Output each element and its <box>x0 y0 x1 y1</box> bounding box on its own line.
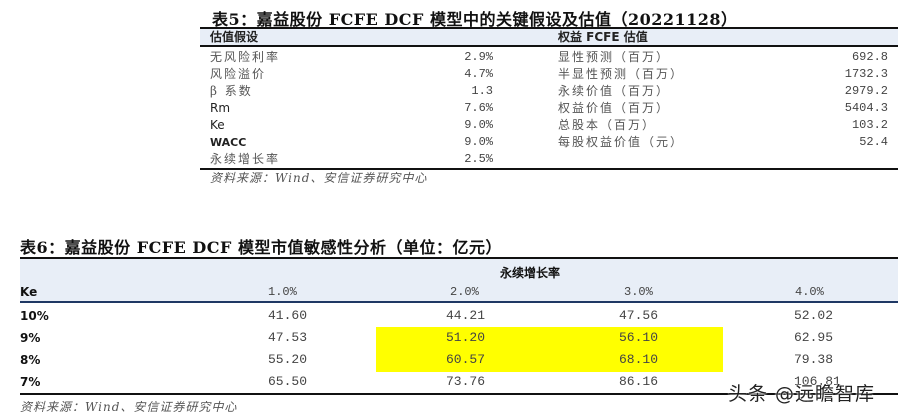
assumption-value: 9.0% <box>464 118 493 132</box>
table-row: WACC 9.0% 每股权益价值（元） 52.4 <box>200 134 898 151</box>
table-row: β 系数 1.3 永续价值（百万） 2979.2 <box>200 83 898 100</box>
assumption-value: 4.7% <box>464 67 493 81</box>
valuation-value: 2979.2 <box>844 84 888 98</box>
cell-value: 86.16 <box>619 374 659 389</box>
table5-header-assumptions: 估值假设 <box>210 30 259 44</box>
table-row: Ke 9.0% 总股本（百万） 103.2 <box>200 117 898 134</box>
table-row: 10% 41.60 44.21 47.56 52.02 <box>20 305 898 327</box>
cell-value: 41.60 <box>268 308 308 323</box>
assumption-value: 9.0% <box>464 135 493 149</box>
table6-header: 永续增长率 Ke 1.0% 2.0% 3.0% 4.0% <box>20 257 898 303</box>
assumption-label: Rm <box>210 101 231 115</box>
table6-body: 10% 41.60 44.21 47.56 52.02 9% 47.53 51.… <box>20 303 898 395</box>
ke-label: 10% <box>20 309 49 323</box>
assumption-label: 风险溢价 <box>210 67 267 81</box>
column-header: 3.0% <box>624 285 653 299</box>
table5-header-valuation: 权益 FCFE 估值 <box>558 30 648 44</box>
table6-title: 表6：嘉益股份 FCFE DCF 模型市值敏感性分析（单位：亿元） <box>20 238 502 257</box>
table-row: 8% 55.20 60.57 68.10 79.38 <box>20 349 898 371</box>
cell-value: 44.21 <box>446 308 486 323</box>
column-header: 4.0% <box>795 285 824 299</box>
assumption-label: Ke <box>210 118 225 132</box>
cell-value: 51.20 <box>446 330 486 345</box>
cell-value: 47.56 <box>619 308 659 323</box>
valuation-label: 权益价值（百万） <box>558 101 671 115</box>
cell-value: 65.50 <box>268 374 308 389</box>
table5: 估值假设 权益 FCFE 估值 无风险利率 2.9% 显性预测（百万） 692.… <box>200 27 898 170</box>
ke-label: 7% <box>20 375 41 389</box>
cell-value: 47.53 <box>268 330 308 345</box>
valuation-value: 692.8 <box>851 50 888 64</box>
valuation-label: 半显性预测（百万） <box>558 67 685 81</box>
table-row: 7% 65.50 73.76 86.16 106.81 <box>20 371 898 393</box>
cell-value: 62.95 <box>794 330 834 345</box>
valuation-label: 永续价值（百万） <box>558 84 671 98</box>
valuation-value: 103.2 <box>851 118 888 132</box>
table-row: Rm 7.6% 权益价值（百万） 5404.3 <box>200 100 898 117</box>
assumption-label: 无风险利率 <box>210 50 281 64</box>
cell-value: 73.76 <box>446 374 486 389</box>
row-header-ke: Ke <box>20 285 38 299</box>
cell-value: 106.81 <box>794 374 841 389</box>
table5-header: 估值假设 权益 FCFE 估值 <box>200 27 898 47</box>
valuation-label: 总股本（百万） <box>558 118 657 132</box>
cell-value: 55.20 <box>268 352 308 367</box>
table-row: 9% 47.53 51.20 56.10 62.95 <box>20 327 898 349</box>
assumption-label: 永续增长率 <box>210 152 281 166</box>
assumption-label: β 系数 <box>210 84 253 98</box>
assumption-value: 2.9% <box>464 50 493 64</box>
valuation-value: 1732.3 <box>844 67 888 81</box>
assumption-value: 7.6% <box>464 101 493 115</box>
cell-value: 52.02 <box>794 308 834 323</box>
table-row: 无风险利率 2.9% 显性预测（百万） 692.8 <box>200 49 898 66</box>
table-row: 永续增长率 2.5% <box>200 151 898 168</box>
assumption-value: 2.5% <box>464 152 493 166</box>
table6-source: 资料来源：Wind、安信证券研究中心 <box>20 400 238 414</box>
column-header: 2.0% <box>450 285 479 299</box>
cell-value: 79.38 <box>794 352 834 367</box>
watermark: 头条 @远瞻智库 <box>728 383 876 405</box>
table6: 永续增长率 Ke 1.0% 2.0% 3.0% 4.0% 10% 41.60 4… <box>20 257 898 395</box>
ke-label: 9% <box>20 331 41 345</box>
highlight-region <box>376 327 723 372</box>
table5-body: 无风险利率 2.9% 显性预测（百万） 692.8 风险溢价 4.7% 半显性预… <box>200 47 898 170</box>
valuation-value: 5404.3 <box>844 101 888 115</box>
valuation-label: 显性预测（百万） <box>558 50 671 64</box>
table5-title: 表5：嘉益股份 FCFE DCF 模型中的关键假设及估值（20221128） <box>212 10 738 29</box>
cell-value: 56.10 <box>619 330 659 345</box>
valuation-value: 52.4 <box>859 135 888 149</box>
table5-source: 资料来源：Wind、安信证券研究中心 <box>210 171 428 185</box>
column-group-label: 永续增长率 <box>500 266 561 280</box>
ke-label: 8% <box>20 353 41 367</box>
cell-value: 68.10 <box>619 352 659 367</box>
column-header: 1.0% <box>268 285 297 299</box>
valuation-label: 每股权益价值（元） <box>558 135 685 149</box>
assumption-label: WACC <box>210 136 247 149</box>
table-row: 风险溢价 4.7% 半显性预测（百万） 1732.3 <box>200 66 898 83</box>
assumption-value: 1.3 <box>471 84 493 98</box>
cell-value: 60.57 <box>446 352 486 367</box>
